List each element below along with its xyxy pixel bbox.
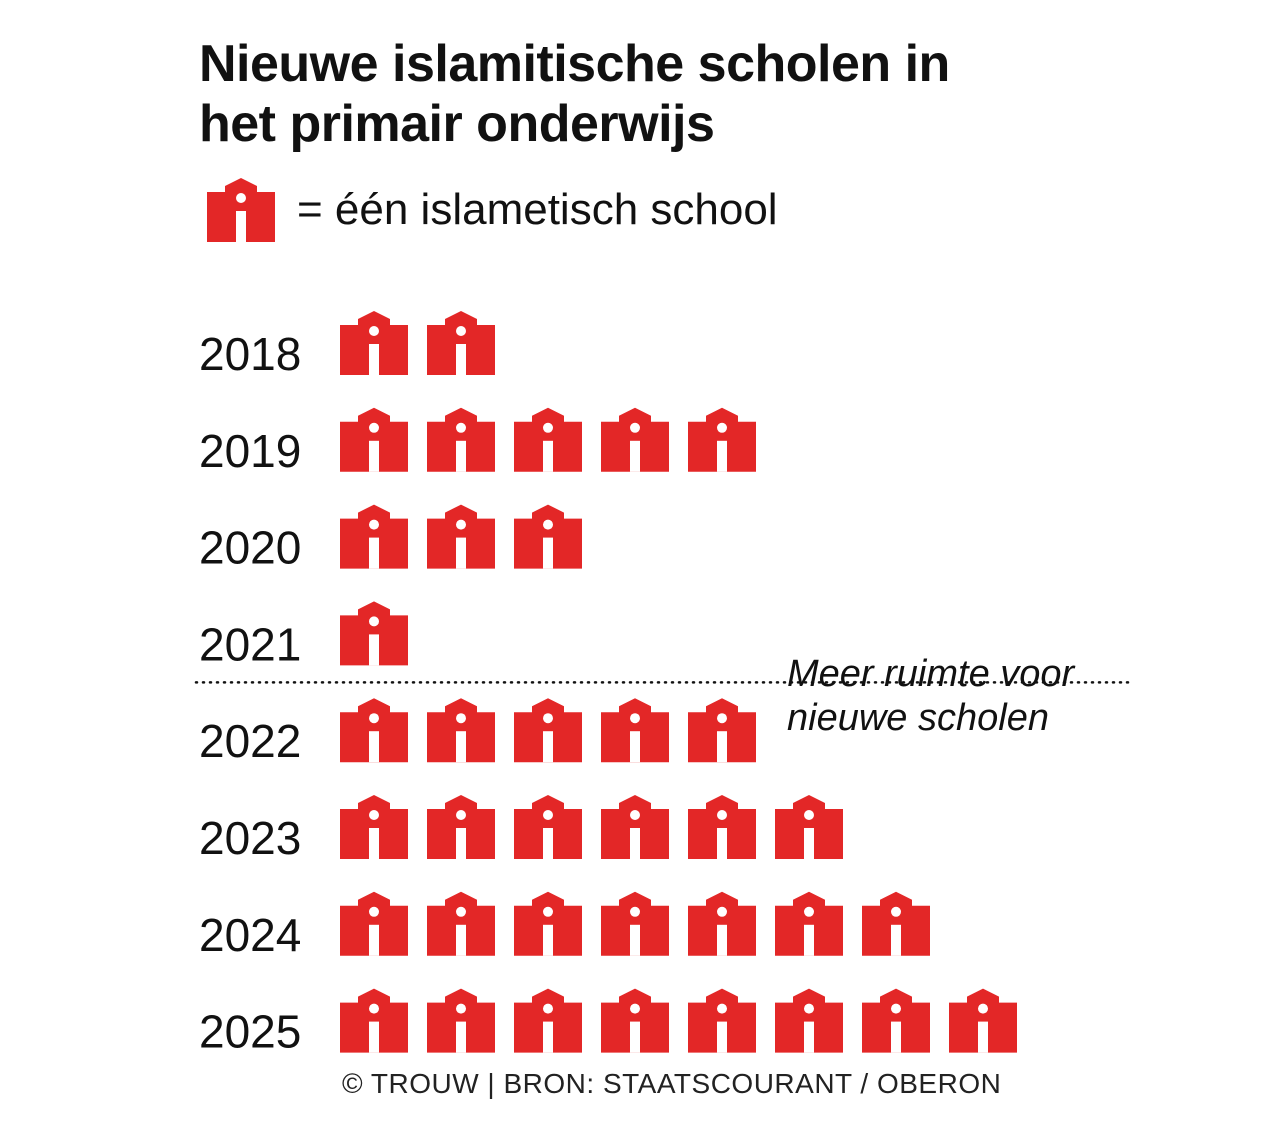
school-house-icon: [601, 698, 669, 763]
school-house-icon: [207, 178, 275, 242]
legend-label: = één islametisch school: [297, 185, 778, 234]
school-house-icon: [514, 504, 582, 569]
school-house-icon: [601, 795, 669, 859]
school-house-icon: [949, 988, 1017, 1053]
school-house-icon: [775, 795, 843, 859]
school-house-icon: [688, 407, 756, 472]
chart-title: Nieuwe islamitische scholen in het prima…: [199, 34, 1199, 154]
school-house-icon: [340, 407, 408, 472]
school-house-icon: [340, 601, 408, 666]
school-house-icon: [601, 988, 669, 1053]
title-line-1: Nieuwe islamitische scholen in: [199, 35, 950, 93]
annotation-line-1: Meer ruimte voor: [787, 653, 1075, 695]
year-label: 2019: [199, 425, 301, 477]
school-house-icon: [514, 698, 582, 763]
school-house-icon: [340, 988, 408, 1053]
school-house-icon: [601, 407, 669, 472]
school-house-icon: [427, 407, 495, 472]
source-credit: © TROUW | BRON: STAATSCOURANT / OBERON: [342, 1068, 1002, 1099]
school-house-icon: [514, 795, 582, 859]
year-label: 2021: [199, 618, 301, 670]
year-label: 2022: [199, 715, 301, 767]
year-label: 2024: [199, 909, 301, 961]
school-house-icon: [427, 504, 495, 569]
school-house-icon: [775, 891, 843, 956]
annotation-line-2: nieuwe scholen: [787, 697, 1049, 739]
school-house-icon: [340, 311, 408, 375]
school-house-icon: [514, 988, 582, 1053]
school-house-icon: [427, 891, 495, 956]
school-house-icon: [688, 698, 756, 763]
school-house-icon: [688, 891, 756, 956]
school-house-icon: [340, 891, 408, 956]
school-house-icon: [775, 988, 843, 1053]
school-house-icon: [862, 988, 930, 1053]
school-house-icon: [340, 698, 408, 763]
school-house-icon: [340, 504, 408, 569]
school-house-icon: [862, 891, 930, 956]
school-house-icon: [427, 311, 495, 375]
year-label: 2025: [199, 1006, 301, 1058]
school-house-icon: [514, 407, 582, 472]
school-house-icon: [688, 795, 756, 859]
legend: = één islametisch school: [207, 178, 778, 242]
school-house-icon: [427, 698, 495, 763]
school-house-icon: [601, 891, 669, 956]
year-label: 2023: [199, 812, 301, 864]
school-house-icon: [688, 988, 756, 1053]
school-house-icon: [427, 988, 495, 1053]
school-house-icon: [514, 891, 582, 956]
annotation: Meer ruimte voor nieuwe scholen: [787, 652, 1074, 740]
year-label: 2018: [199, 328, 301, 380]
title-line-2: het primair onderwijs: [199, 95, 715, 153]
year-label: 2020: [199, 522, 301, 574]
school-house-icon: [340, 795, 408, 859]
school-house-icon: [427, 795, 495, 859]
